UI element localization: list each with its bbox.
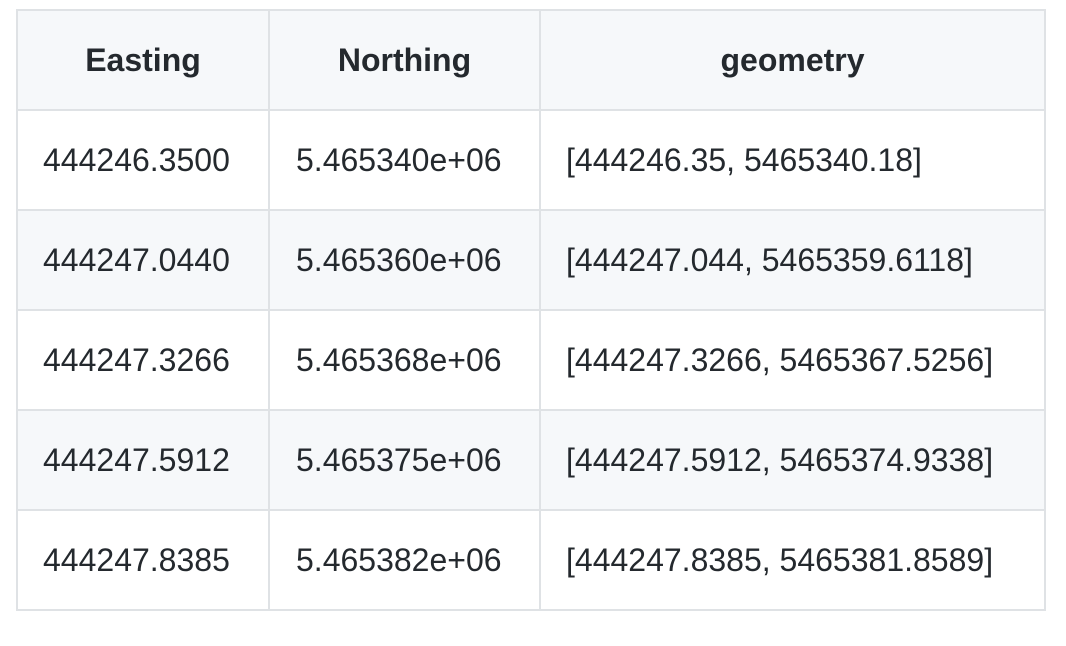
table-row: 444247.5912 5.465375e+06 [444247.5912, 5… [16, 409, 1046, 511]
table-row: 444247.8385 5.465382e+06 [444247.8385, 5… [16, 509, 1046, 611]
cell-easting: 444247.3266 [16, 309, 270, 411]
column-header-easting: Easting [16, 9, 270, 111]
cell-easting: 444247.8385 [16, 509, 270, 611]
cell-easting: 444247.0440 [16, 209, 270, 311]
cell-northing: 5.465360e+06 [268, 209, 541, 311]
table-row: 444246.3500 5.465340e+06 [444246.35, 546… [16, 109, 1046, 211]
header-row: Easting Northing geometry [16, 9, 1046, 111]
column-header-northing: Northing [268, 9, 541, 111]
column-header-geometry: geometry [539, 9, 1046, 111]
cell-northing: 5.465368e+06 [268, 309, 541, 411]
data-table-container: Easting Northing geometry 444246.3500 5.… [16, 9, 1046, 611]
cell-easting: 444246.3500 [16, 109, 270, 211]
cell-easting: 444247.5912 [16, 409, 270, 511]
cell-northing: 5.465375e+06 [268, 409, 541, 511]
table-row: 444247.3266 5.465368e+06 [444247.3266, 5… [16, 309, 1046, 411]
cell-geometry: [444247.044, 5465359.6118] [539, 209, 1046, 311]
cell-geometry: [444247.3266, 5465367.5256] [539, 309, 1046, 411]
table-header: Easting Northing geometry [16, 9, 1046, 111]
table-row: 444247.0440 5.465360e+06 [444247.044, 54… [16, 209, 1046, 311]
cell-northing: 5.465340e+06 [268, 109, 541, 211]
data-table: Easting Northing geometry 444246.3500 5.… [16, 9, 1046, 611]
cell-geometry: [444247.8385, 5465381.8589] [539, 509, 1046, 611]
cell-northing: 5.465382e+06 [268, 509, 541, 611]
cell-geometry: [444247.5912, 5465374.9338] [539, 409, 1046, 511]
table-body: 444246.3500 5.465340e+06 [444246.35, 546… [16, 109, 1046, 611]
cell-geometry: [444246.35, 5465340.18] [539, 109, 1046, 211]
